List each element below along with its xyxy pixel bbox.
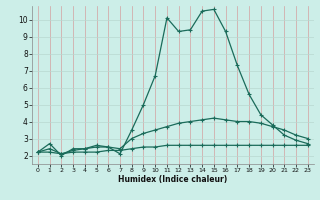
X-axis label: Humidex (Indice chaleur): Humidex (Indice chaleur) [118,175,228,184]
